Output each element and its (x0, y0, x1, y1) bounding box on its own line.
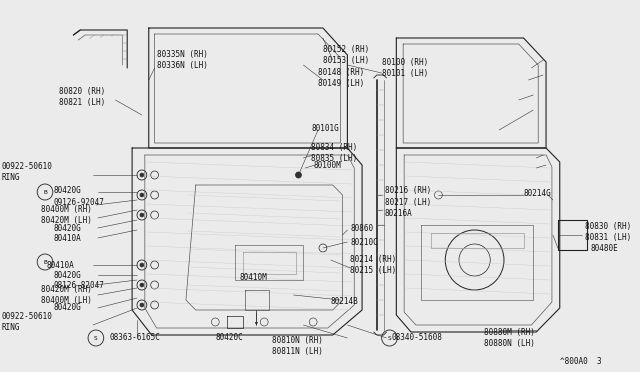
Text: 80420C: 80420C (215, 334, 243, 343)
Circle shape (140, 213, 144, 217)
Text: 80880M (RH)
80880N (LH): 80880M (RH) 80880N (LH) (484, 328, 535, 349)
Circle shape (140, 283, 144, 287)
Text: 80420M (RH)
80400M (LH): 80420M (RH) 80400M (LH) (41, 285, 92, 305)
Text: 80210C: 80210C (350, 237, 378, 247)
Text: 80152 (RH)
80153 (LH): 80152 (RH) 80153 (LH) (323, 45, 369, 65)
Text: 80410M: 80410M (240, 273, 268, 282)
Circle shape (296, 172, 301, 178)
Text: 80100 (RH)
80101 (LH): 80100 (RH) 80101 (LH) (381, 58, 428, 78)
Text: 80410A: 80410A (54, 234, 81, 243)
Text: 80214B: 80214B (331, 298, 358, 307)
Text: 80860: 80860 (350, 224, 374, 232)
Text: 80420G: 80420G (54, 270, 81, 279)
Text: 80335N (RH)
80336N (LH): 80335N (RH) 80336N (LH) (157, 49, 207, 70)
Text: 80810N (RH)
80811N (LH): 80810N (RH) 80811N (LH) (272, 336, 323, 356)
Text: 08363-6165C: 08363-6165C (109, 334, 161, 343)
Circle shape (140, 173, 144, 177)
Circle shape (140, 263, 144, 267)
Text: 80100M: 80100M (313, 160, 341, 170)
Text: 80820 (RH)
80821 (LH): 80820 (RH) 80821 (LH) (59, 87, 105, 108)
Text: 08340-51608: 08340-51608 (392, 334, 442, 343)
Text: 08126-82047: 08126-82047 (54, 280, 105, 289)
Circle shape (140, 303, 144, 307)
Circle shape (140, 193, 144, 197)
Text: ^800A0  3: ^800A0 3 (560, 357, 602, 366)
Text: 00922-50610
RING: 00922-50610 RING (2, 312, 53, 333)
Text: 80148 (RH)
80149 (LH): 80148 (RH) 80149 (LH) (318, 68, 364, 89)
Text: 80480E: 80480E (590, 244, 618, 253)
Text: 80101G: 80101G (311, 124, 339, 132)
Text: 80420G: 80420G (54, 304, 81, 312)
Text: 80410A: 80410A (47, 260, 75, 269)
Text: 80216 (RH)
80217 (LH)
80216A: 80216 (RH) 80217 (LH) 80216A (385, 186, 431, 218)
Text: 80400M (RH)
80420M (LH): 80400M (RH) 80420M (LH) (41, 205, 92, 225)
Text: B: B (43, 189, 47, 195)
Text: 80420G: 80420G (54, 186, 81, 195)
Text: S: S (94, 336, 98, 340)
Text: 80214 (RH)
80215 (LH): 80214 (RH) 80215 (LH) (350, 254, 397, 275)
Text: 80420G: 80420G (54, 224, 81, 232)
Text: 00922-50610
RING: 00922-50610 RING (2, 161, 53, 182)
Text: 80834 (RH)
80835 (LH): 80834 (RH) 80835 (LH) (311, 142, 358, 163)
Text: S: S (388, 336, 391, 340)
Text: 09126-92047: 09126-92047 (54, 198, 105, 206)
Text: 80830 (RH)
80831 (LH): 80830 (RH) 80831 (LH) (585, 222, 632, 243)
Text: 80214G: 80214G (524, 189, 551, 198)
Text: B: B (43, 260, 47, 264)
